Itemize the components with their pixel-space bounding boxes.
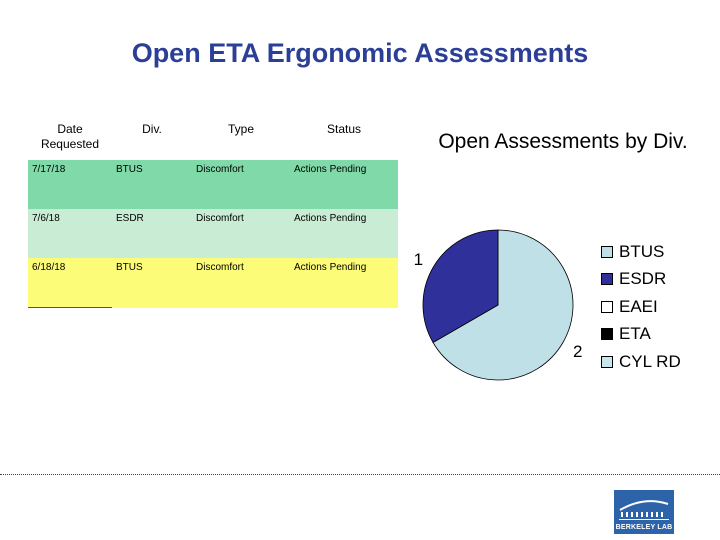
legend-item-btus: BTUS [601,238,681,266]
table-row: 7/6/18 ESDR Discomfort Actions Pending [28,209,398,258]
legend-item-eta: ETA [601,321,681,349]
footer-divider [0,474,720,475]
slide-title: Open ETA Ergonomic Assessments [131,38,589,68]
pie-data-label: 2 [573,342,582,361]
cell-date: 7/6/18 [28,209,112,258]
chart-legend: BTUS ESDR EAEI ETA CYL RD [601,238,681,376]
header-type: Type [192,118,290,160]
header-status: Status [290,118,398,160]
legend-swatch [601,300,613,313]
legend-label: ESDR [619,269,667,289]
legend-swatch [601,245,613,258]
pie-data-label: 1 [414,250,423,269]
legend-item-cyl-rd: CYL RD [601,348,681,376]
cell-type: Discomfort [192,258,290,308]
legend-label: CYL RD [619,351,681,371]
legend-label: EAEI [619,296,658,316]
table-row: 7/17/18 BTUS Discomfort Actions Pending [28,160,398,209]
legend-swatch [601,355,613,368]
cell-div: BTUS [112,160,192,209]
cell-status: Actions Pending [290,258,398,308]
header-date-requested: Date Requested [28,118,112,160]
assessments-table: Date Requested Div. Type Status 7/17/18 … [28,118,398,308]
legend-swatch [601,328,613,341]
legend-swatch [601,273,613,286]
cell-type: Discomfort [192,160,290,209]
table-row: 6/18/18 BTUS Discomfort Actions Pending [28,258,398,308]
cell-div: ESDR [112,209,192,258]
cell-date: 6/18/18 [28,258,112,308]
legend-label: BTUS [619,241,665,261]
legend-item-esdr: ESDR [601,266,681,294]
legend-label: ETA [619,324,651,344]
header-div: Div. [112,118,192,160]
cell-type: Discomfort [192,209,290,258]
cell-div: BTUS [112,258,192,308]
logo-text: BERKELEY LAB [615,524,673,531]
building-icon [619,500,669,520]
berkeley-lab-logo: BERKELEY LAB [614,490,674,534]
pie-slice-btus [432,229,574,381]
cell-status: Actions Pending [290,160,398,209]
cell-date: 7/17/18 [28,160,112,209]
pie-slice-esdr [422,229,499,344]
cell-status: Actions Pending [290,209,398,258]
chart-title: Open Assessments by Div. [438,130,688,153]
table-header-row: Date Requested Div. Type Status [28,118,398,160]
legend-item-eaei: EAEI [601,293,681,321]
